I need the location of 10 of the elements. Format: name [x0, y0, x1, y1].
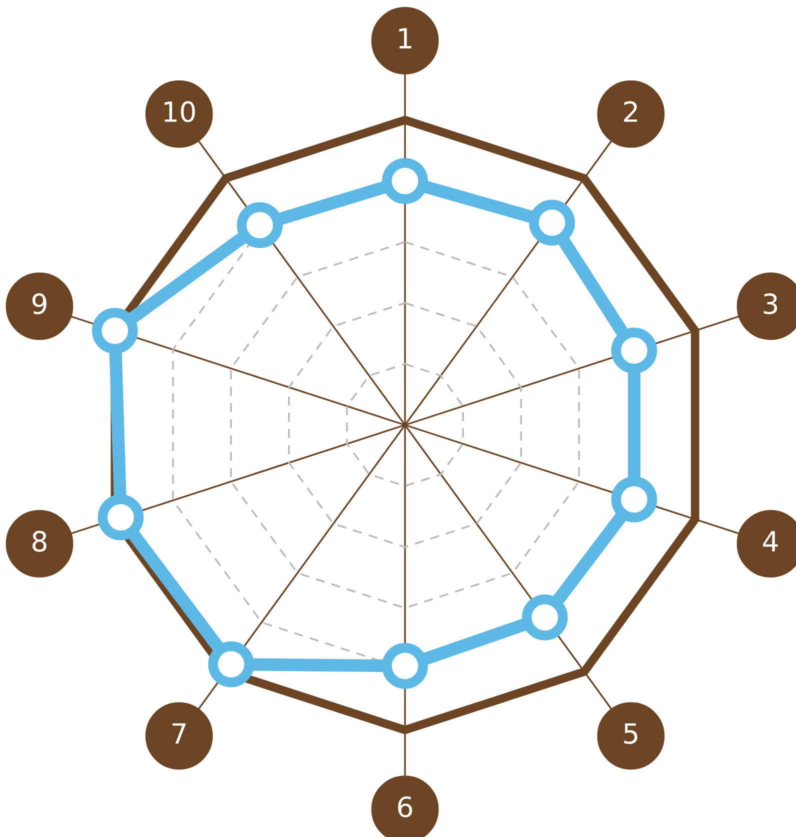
spoke-label: 1 — [399, 28, 412, 48]
spoke-label: 2 — [624, 101, 637, 122]
spoke-label: 3 — [764, 293, 778, 314]
spoke-label: 10 — [164, 101, 195, 122]
spoke-label: 5 — [624, 723, 638, 744]
spoke-label: 4 — [763, 531, 778, 552]
spoke-label: 6 — [398, 796, 412, 818]
spoke-label: 8 — [32, 530, 46, 552]
spoke-label: 7 — [172, 723, 186, 744]
spoke-label: 9 — [32, 293, 46, 314]
